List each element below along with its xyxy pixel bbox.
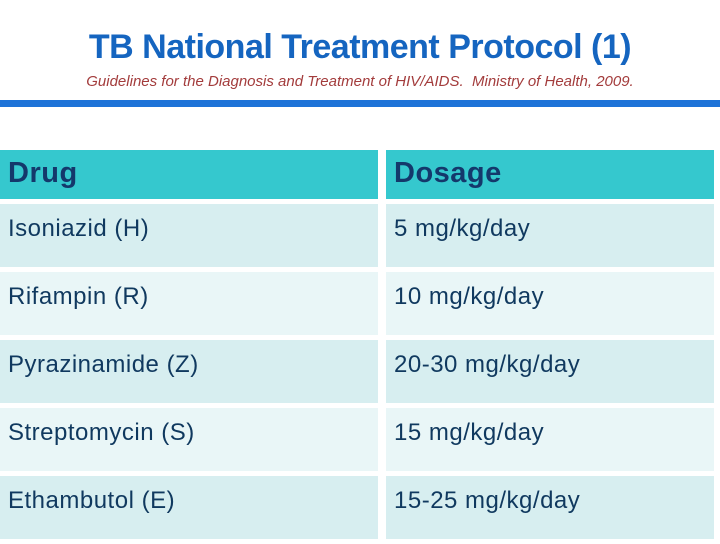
header-cell-drug: Drug — [0, 150, 378, 199]
dosage-cell: 15-25 mg/kg/day — [386, 476, 714, 539]
slide-subtitle: Guidelines for the Diagnosis and Treatme… — [86, 73, 634, 90]
table-header-row: Drug Dosage — [0, 150, 714, 199]
header-cell-dosage: Dosage — [386, 150, 714, 199]
drug-cell: Rifampin (R) — [0, 272, 378, 335]
table-row: Pyrazinamide (Z) 20-30 mg/kg/day — [0, 340, 714, 403]
dosage-cell: 5 mg/kg/day — [386, 204, 714, 267]
slide-title: TB National Treatment Protocol (1) — [88, 28, 632, 66]
table-row: Ethambutol (E) 15-25 mg/kg/day — [0, 476, 714, 539]
drug-cell: Streptomycin (S) — [0, 408, 378, 471]
dosage-cell: 15 mg/kg/day — [386, 408, 714, 471]
drug-dosage-table: Drug Dosage Isoniazid (H) 5 mg/kg/day Rifa… — [0, 150, 714, 544]
table-row: Isoniazid (H) 5 mg/kg/day — [0, 204, 714, 267]
dosage-cell: 20-30 mg/kg/day — [386, 340, 714, 403]
table-body: Isoniazid (H) 5 mg/kg/day Rifampin (R) 10 m… — [0, 204, 714, 539]
table-row: Streptomycin (S) 15 mg/kg/day — [0, 408, 714, 471]
drug-cell: Isoniazid (H) — [0, 204, 378, 267]
dosage-cell: 10 mg/kg/day — [386, 272, 714, 335]
title-divider-bar — [0, 100, 720, 107]
table-row: Rifampin (R) 10 mg/kg/day — [0, 272, 714, 335]
drug-cell: Pyrazinamide (Z) — [0, 340, 378, 403]
drug-cell: Ethambutol (E) — [0, 476, 378, 539]
